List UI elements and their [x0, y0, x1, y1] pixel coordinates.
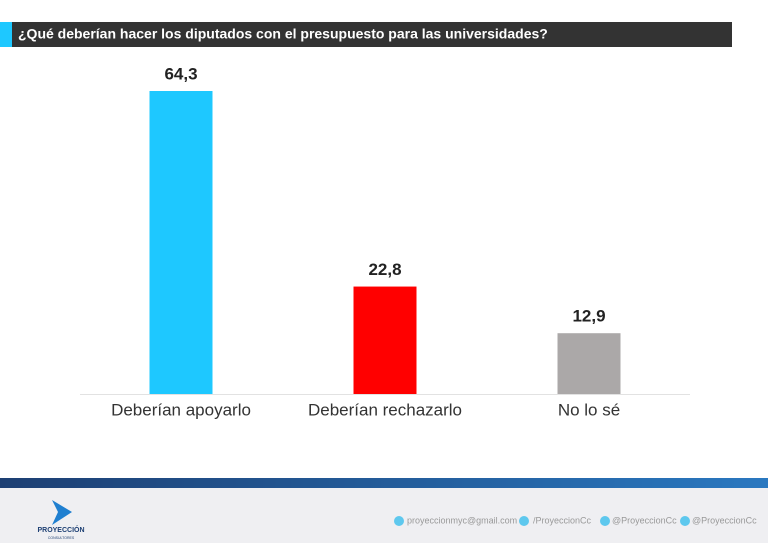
value-label: 12,9: [572, 307, 605, 326]
bar: [149, 91, 213, 394]
chart-title: ¿Qué deberían hacer los diputados con el…: [18, 26, 548, 42]
footer: [0, 488, 768, 543]
contact: proyeccionmyc@gmail.com: [407, 515, 517, 525]
title-bar: [12, 22, 732, 47]
value-label: 64,3: [164, 64, 197, 83]
contact: @ProyeccionCc: [692, 515, 757, 525]
bar: [353, 286, 417, 394]
twitter-icon: [600, 516, 610, 526]
bar: [557, 333, 621, 394]
x-tick-label: Deberían apoyarlo: [111, 400, 251, 419]
logo-name: PROYECCIÓN: [37, 525, 84, 534]
instagram-icon: [680, 516, 690, 526]
mail-icon: [394, 516, 404, 526]
facebook-icon: [519, 516, 529, 526]
plot: 64,3 Deberían apoyarlo 22,8 Deberían rechaz…: [111, 64, 621, 419]
footer-stripe: [0, 478, 768, 488]
contact: @ProyeccionCc: [612, 515, 677, 525]
logo-mark: [52, 500, 72, 525]
x-tick-label: No lo sé: [558, 400, 620, 419]
contact: /ProyeccionCc: [533, 515, 592, 525]
x-tick-label: Deberían rechazarlo: [308, 400, 462, 419]
logo-tagline: CONSULTORES: [48, 536, 75, 540]
value-label: 22,8: [368, 260, 401, 279]
title-accent: [0, 22, 12, 47]
